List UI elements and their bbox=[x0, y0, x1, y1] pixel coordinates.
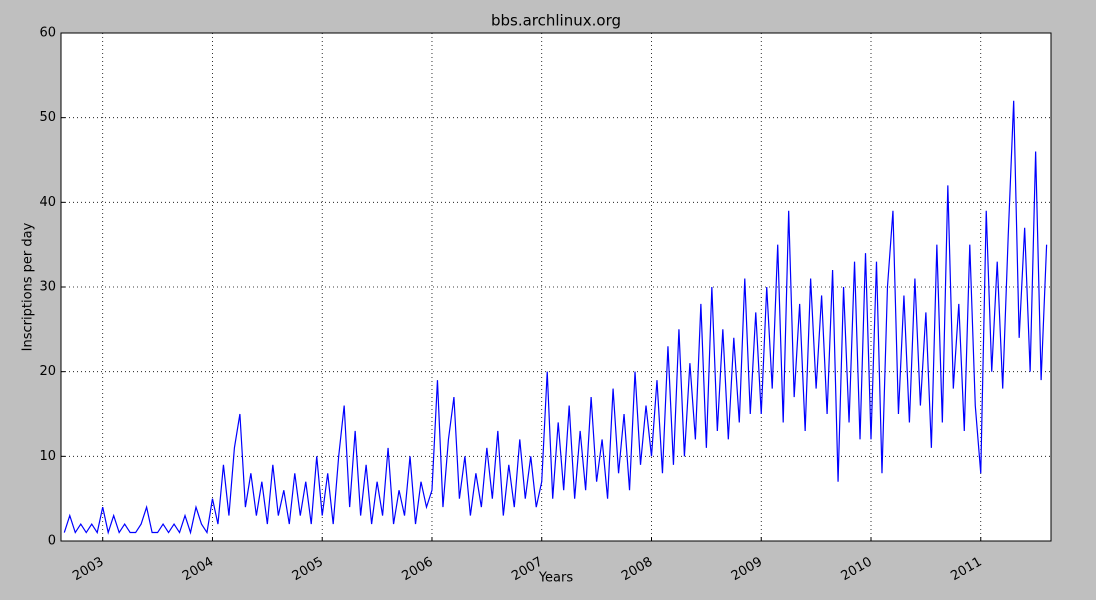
chart-title: bbs.archlinux.org bbox=[491, 12, 621, 30]
x-axis-label: Years bbox=[538, 571, 574, 586]
y-tick-label: 60 bbox=[39, 26, 56, 41]
y-tick-label: 10 bbox=[39, 449, 56, 464]
y-tick-label: 50 bbox=[39, 110, 56, 125]
plot-frame bbox=[60, 32, 1052, 542]
y-tick-label: 40 bbox=[39, 195, 56, 210]
y-tick-label: 0 bbox=[48, 534, 56, 549]
y-tick-label: 20 bbox=[39, 364, 56, 379]
data-line bbox=[63, 100, 1048, 535]
y-axis-label: Inscriptions per day bbox=[21, 222, 36, 351]
y-tick-label: 30 bbox=[39, 280, 56, 295]
